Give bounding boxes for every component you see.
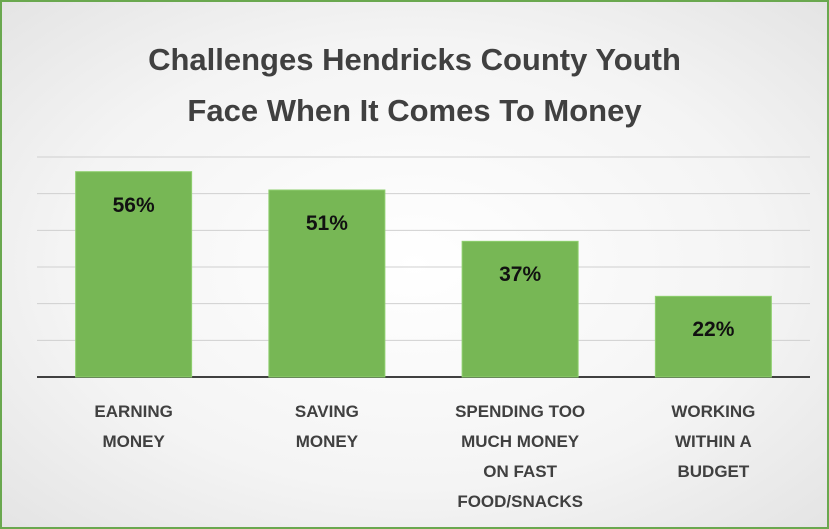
- data-label: 56%: [112, 193, 155, 217]
- bar: [461, 240, 579, 378]
- bar: [654, 295, 772, 378]
- data-label: 37%: [499, 263, 542, 287]
- bar: [75, 171, 193, 378]
- chart-title: Challenges Hendricks County Youth Face W…: [148, 42, 681, 128]
- x-tick-label: WORKING WITHIN A BUDGET: [671, 402, 756, 481]
- x-tick-label: SAVING MONEY: [294, 402, 359, 451]
- bar: [268, 189, 386, 378]
- data-label: 22%: [692, 318, 735, 342]
- data-label: 51%: [305, 212, 348, 235]
- x-tick-label: SPENDING TOO MUCH MONEY ON FAST FOOD/SNA…: [455, 402, 586, 511]
- x-tick-label: EARNING MONEY: [94, 402, 173, 451]
